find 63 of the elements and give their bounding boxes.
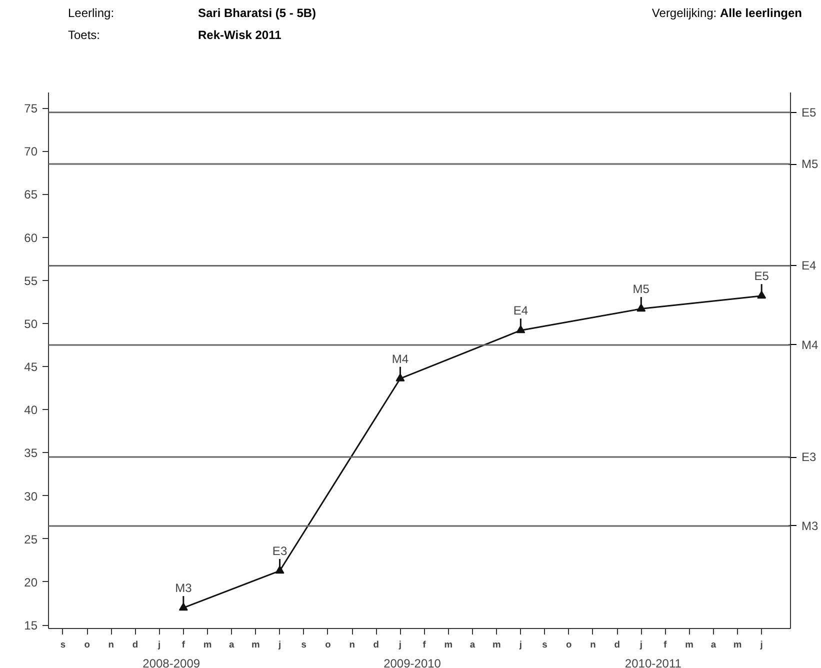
data-label: E5 <box>754 269 770 284</box>
x-tick-label: n <box>590 640 596 650</box>
ref-line-label: M5 <box>802 157 818 172</box>
x-tick-label: d <box>132 640 138 650</box>
x-tick-label: s <box>60 640 66 650</box>
x-tick-label: j <box>398 640 402 650</box>
y-tick-label: 15 <box>24 618 38 633</box>
x-tick-label: o <box>84 640 90 650</box>
data-label: M5 <box>632 282 650 296</box>
text: Rek-Wisk 2011 <box>198 27 282 44</box>
text: Sari Bharatsi (5 - 5B) <box>198 5 316 22</box>
x-tick-label: j <box>157 640 161 650</box>
x-tick-label: f <box>182 640 186 650</box>
x-tick-label: m <box>252 640 260 650</box>
y-tick-label: 75 <box>24 102 38 116</box>
x-tick-label: o <box>566 640 572 650</box>
ref-line-label: M4 <box>802 338 818 352</box>
y-tick-label: 45 <box>24 360 38 374</box>
x-tick-label: m <box>733 640 742 650</box>
x-tick-label: m <box>492 640 501 650</box>
x-tick-label: m <box>203 640 212 650</box>
x-tick-label: s <box>542 640 548 650</box>
text: 2009-2010 <box>384 656 442 668</box>
data-label: M4 <box>392 352 409 366</box>
x-tick-label: a <box>228 640 235 650</box>
y-tick-label: 40 <box>24 403 38 418</box>
ref-line-label: E4 <box>802 258 817 273</box>
text: Toets: <box>68 27 102 44</box>
x-tick-label: o <box>325 640 332 650</box>
y-tick-label: 35 <box>24 446 38 460</box>
x-tick-label: m <box>444 640 453 650</box>
x-tick-label: a <box>710 640 717 650</box>
text: Leerling: <box>68 5 116 22</box>
x-tick-label: j <box>277 640 282 650</box>
y-tick-label: 70 <box>24 144 38 159</box>
y-tick-label: 30 <box>24 489 38 504</box>
text: Vergelijking: Alle leerlingen <box>652 5 802 22</box>
x-tick-label: j <box>518 640 522 650</box>
y-tick-label: 20 <box>24 575 38 590</box>
x-tick-label: f <box>664 640 668 650</box>
x-tick-label: j <box>759 640 763 650</box>
x-tick-label: s <box>301 640 306 650</box>
ref-line-label: E3 <box>802 450 817 464</box>
x-tick-label: d <box>614 640 620 650</box>
y-tick-label: 50 <box>24 316 38 331</box>
y-tick-label: 60 <box>24 230 38 245</box>
y-tick-label: 55 <box>24 274 38 288</box>
text: 2010-2011 <box>624 656 682 668</box>
data-label: E4 <box>513 304 528 318</box>
x-tick-label: n <box>108 640 114 650</box>
y-tick-label: 25 <box>24 532 38 546</box>
data-label: E3 <box>272 544 288 558</box>
x-tick-label: a <box>470 640 476 650</box>
x-tick-label: f <box>422 640 427 650</box>
x-tick-label: m <box>685 640 694 650</box>
ref-line-label: E5 <box>802 105 817 120</box>
ref-line-label: M3 <box>802 518 818 533</box>
x-tick-label: j <box>638 640 642 650</box>
data-label: M3 <box>175 581 192 596</box>
text: 2008-2009 <box>142 656 200 668</box>
x-tick-label: n <box>349 640 356 650</box>
y-tick-label: 65 <box>24 188 38 202</box>
x-tick-label: d <box>373 640 380 650</box>
